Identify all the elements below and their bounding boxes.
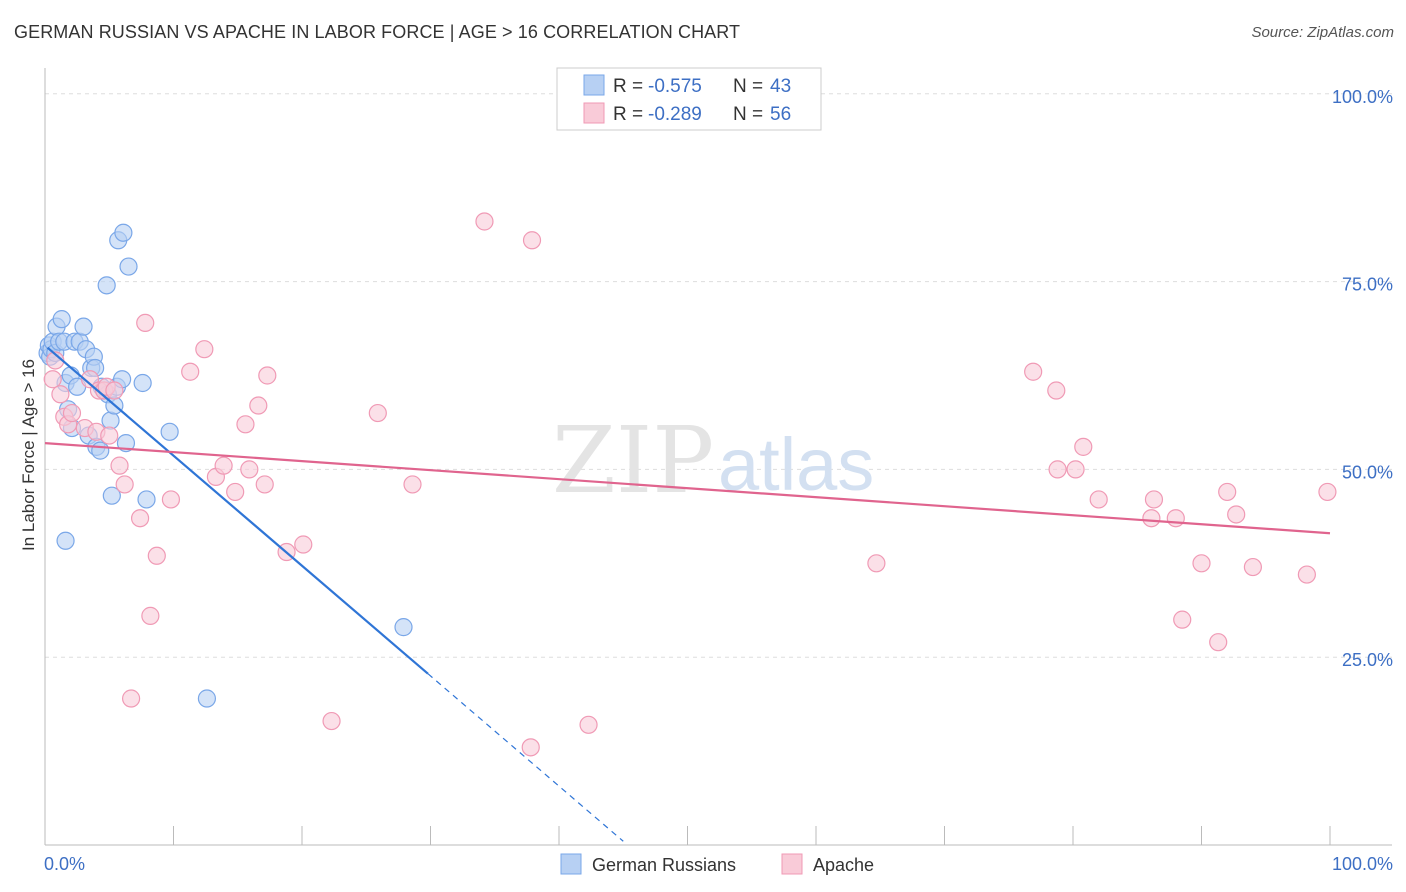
point-apache <box>579 715 598 734</box>
trend-lines <box>44 346 1331 842</box>
point-apache <box>1209 633 1228 652</box>
point-german-russians <box>394 618 413 637</box>
point-apache <box>147 546 166 565</box>
point-apache <box>1166 509 1185 528</box>
y-tick-label: 50.0% <box>1342 462 1393 482</box>
point-german-russians <box>101 411 120 430</box>
tick-labels: 25.0% 50.0% 75.0% 100.0% 0.0% 100.0% <box>44 87 1393 874</box>
point-apache <box>115 475 134 494</box>
point-apache <box>1066 460 1085 479</box>
chart-title: GERMAN RUSSIAN VS APACHE IN LABOR FORCE … <box>14 22 741 42</box>
watermark-atlas: atlas <box>718 423 874 506</box>
point-apache <box>43 370 62 389</box>
point-apache <box>521 738 540 757</box>
point-apache <box>522 231 542 250</box>
bottom-legend-swatch-apache <box>781 853 803 875</box>
legend-n-label: N = <box>733 76 763 97</box>
point-apache <box>105 381 124 400</box>
legend-n-value-german-russians: 43 <box>770 76 791 97</box>
point-apache <box>236 415 255 434</box>
point-apache <box>226 482 245 502</box>
point-apache <box>110 456 129 475</box>
point-apache <box>1173 610 1192 629</box>
point-apache <box>294 535 313 554</box>
point-apache <box>1047 381 1066 400</box>
point-apache <box>1192 554 1211 573</box>
point-apache <box>240 460 259 479</box>
point-german-russians <box>116 433 136 453</box>
y-tick-label: 75.0% <box>1342 275 1393 295</box>
point-apache <box>1297 565 1316 584</box>
point-german-russians <box>102 486 121 505</box>
point-apache <box>1024 362 1043 381</box>
point-apache <box>368 403 387 423</box>
gridlines <box>45 93 1392 658</box>
source-label: Source: ZipAtlas.com <box>1251 24 1394 41</box>
y-tick-label: 100.0% <box>1332 87 1393 107</box>
point-apache <box>255 475 274 494</box>
point-german-russians <box>137 490 156 509</box>
point-apache <box>51 385 70 404</box>
legend-r-label: R = <box>613 104 643 125</box>
point-german-russians <box>119 257 138 276</box>
point-apache <box>867 554 886 573</box>
legend-r-label: R = <box>613 76 643 97</box>
bottom-legend-label-apache: Apache <box>813 855 874 875</box>
legend-swatch-german-russians <box>583 74 605 96</box>
axes <box>44 68 1392 846</box>
point-german-russians <box>97 276 116 295</box>
legend-swatch-apache <box>583 102 605 124</box>
x-tick-label: 0.0% <box>44 854 85 874</box>
point-apache <box>100 426 119 445</box>
point-apache <box>136 313 155 333</box>
legend-n-value-apache: 56 <box>770 104 791 125</box>
point-apache <box>1318 482 1337 502</box>
point-german-russians <box>52 310 71 329</box>
point-apache <box>161 490 181 509</box>
point-apache <box>141 606 160 625</box>
point-apache <box>195 340 214 359</box>
x-tick-label: 100.0% <box>1332 854 1393 874</box>
legend-box: R = -0.575 N = 43 R = -0.289 N = 56 <box>556 67 822 131</box>
point-german-russians <box>74 317 93 336</box>
point-apache <box>1074 437 1093 456</box>
point-apache <box>1142 509 1161 528</box>
trend-line-apache <box>44 442 1331 535</box>
bottom-legend: German Russians Apache <box>560 853 874 875</box>
point-apache <box>1144 490 1164 509</box>
point-apache <box>1218 482 1237 502</box>
point-apache <box>1227 505 1246 524</box>
trend-line-extension-german-russians <box>427 673 624 842</box>
point-apache <box>258 366 277 385</box>
y-axis-title: In Labor Force | Age > 16 <box>19 359 38 551</box>
point-apache <box>1048 460 1067 479</box>
point-apache <box>1089 490 1108 509</box>
point-apache <box>1243 557 1263 577</box>
bottom-legend-label-german-russians: German Russians <box>592 855 736 875</box>
point-apache <box>249 396 268 415</box>
point-german-russians <box>56 531 75 550</box>
point-german-russians <box>197 689 217 708</box>
point-apache <box>475 212 494 231</box>
point-apache <box>403 475 422 494</box>
point-german-russians <box>133 373 152 393</box>
point-german-russians <box>160 422 179 441</box>
point-german-russians <box>114 223 133 242</box>
point-apache <box>121 689 141 708</box>
point-apache <box>130 509 150 528</box>
legend-r-value-german-russians: -0.575 <box>648 76 702 97</box>
bottom-legend-swatch-german-russians <box>560 853 582 875</box>
trend-line-german-russians <box>46 346 429 675</box>
legend-n-label: N = <box>733 104 763 125</box>
point-apache <box>322 711 341 731</box>
y-tick-label: 25.0% <box>1342 650 1393 670</box>
point-apache <box>214 456 233 475</box>
watermark-zip: ZIP <box>552 407 714 514</box>
legend-r-value-apache: -0.289 <box>648 104 702 125</box>
point-german-russians <box>91 441 110 460</box>
point-apache <box>181 362 200 381</box>
point-apache <box>62 403 82 423</box>
